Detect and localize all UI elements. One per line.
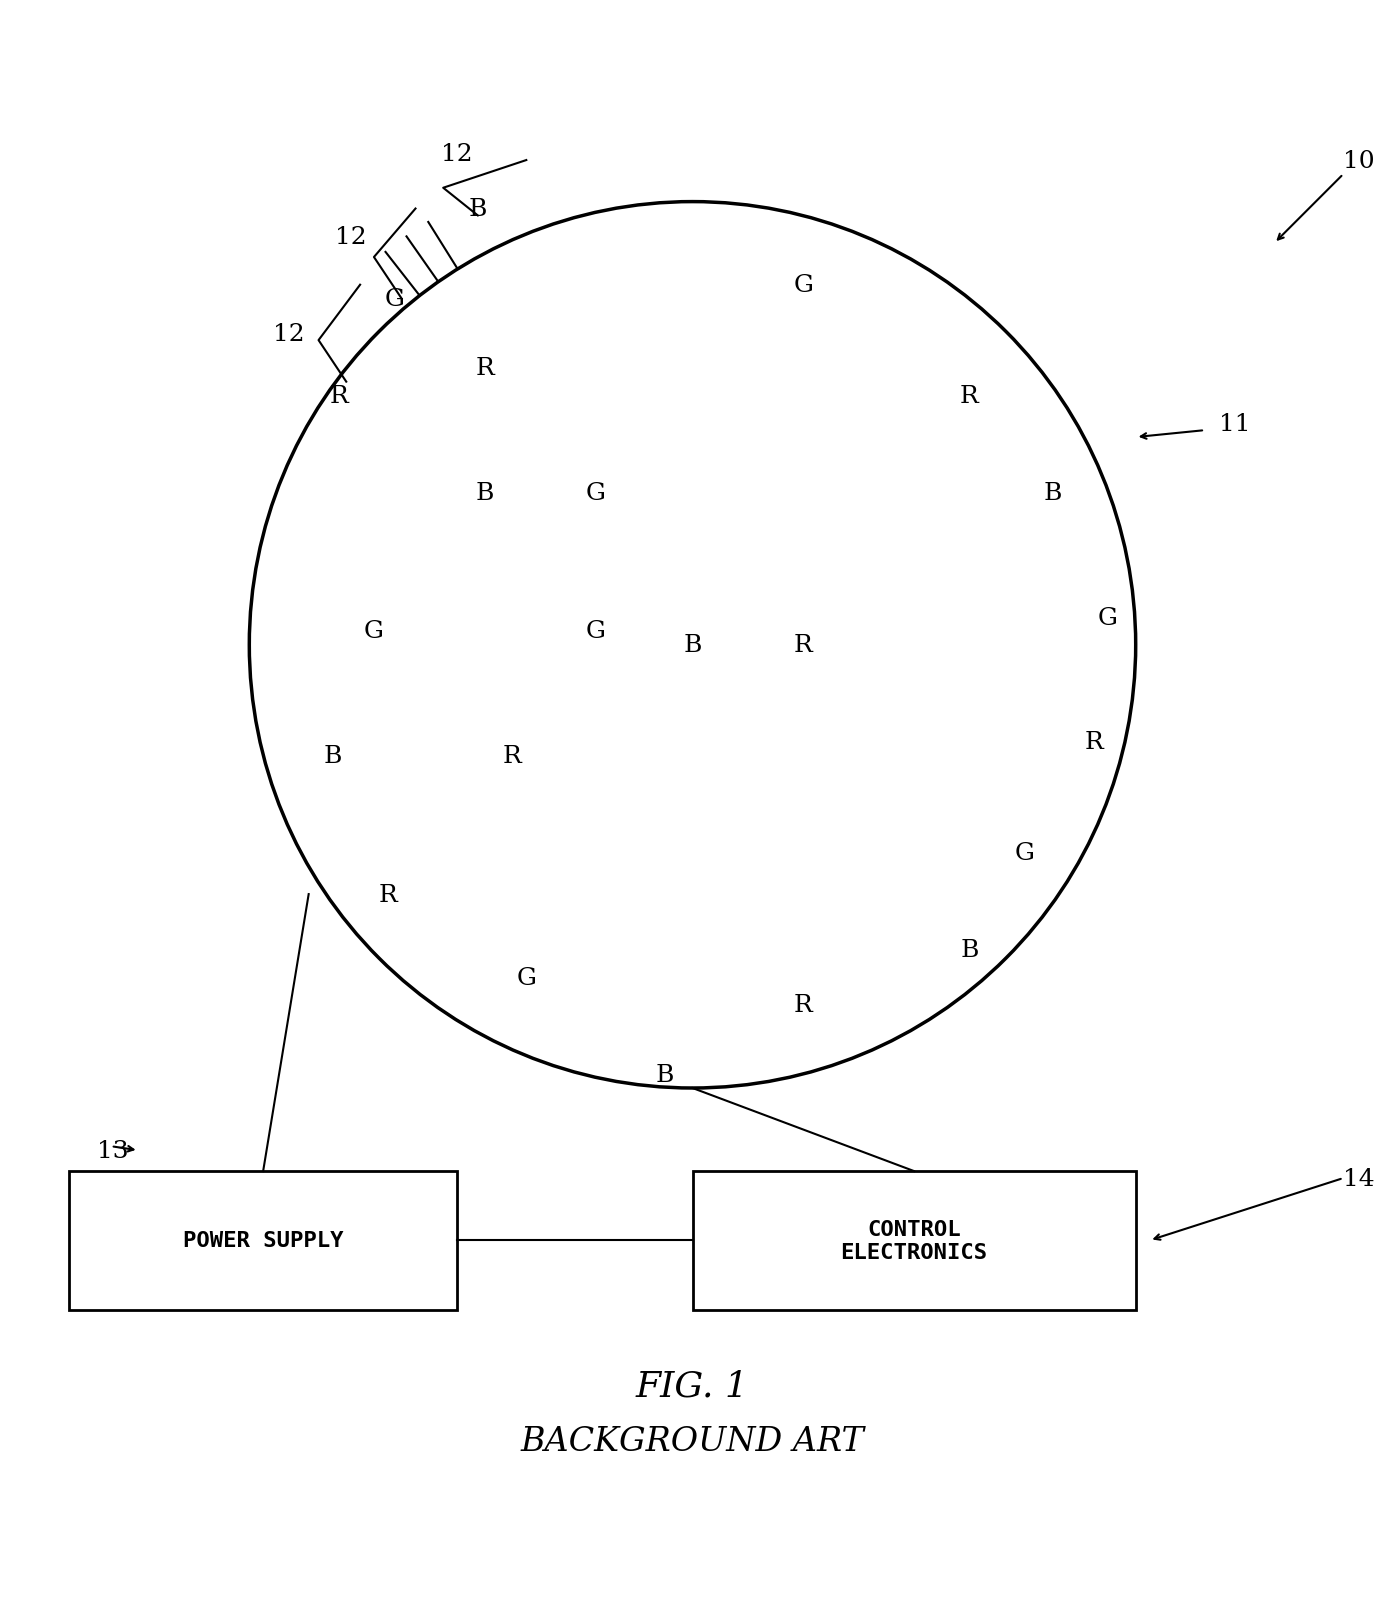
- Text: B: B: [468, 198, 488, 221]
- Text: CONTROL
ELECTRONICS: CONTROL ELECTRONICS: [841, 1219, 988, 1263]
- Text: B: B: [1043, 482, 1062, 505]
- Text: FIG. 1: FIG. 1: [636, 1368, 749, 1402]
- Text: R: R: [475, 357, 494, 380]
- FancyBboxPatch shape: [692, 1172, 1136, 1310]
- Text: B: B: [683, 635, 702, 657]
- Text: B: B: [475, 482, 494, 505]
- Text: 12: 12: [442, 143, 472, 166]
- Text: R: R: [378, 883, 397, 906]
- Text: 13: 13: [97, 1139, 129, 1162]
- Text: G: G: [517, 966, 536, 988]
- Text: G: G: [1098, 607, 1118, 630]
- Text: R: R: [1084, 730, 1104, 753]
- Text: G: G: [1015, 842, 1035, 865]
- FancyBboxPatch shape: [69, 1172, 457, 1310]
- Text: 11: 11: [1219, 412, 1251, 435]
- Text: R: R: [794, 635, 813, 657]
- Text: G: G: [385, 287, 404, 312]
- Text: 14: 14: [1343, 1167, 1375, 1190]
- Text: POWER SUPPLY: POWER SUPPLY: [183, 1230, 343, 1251]
- Text: B: B: [960, 938, 979, 961]
- Text: 12: 12: [335, 226, 367, 248]
- Text: G: G: [586, 482, 605, 505]
- Text: R: R: [960, 385, 979, 407]
- Text: B: B: [323, 745, 342, 768]
- Text: G: G: [364, 620, 384, 643]
- Text: G: G: [586, 620, 605, 643]
- Text: R: R: [794, 993, 813, 1016]
- Text: 12: 12: [273, 323, 305, 346]
- Text: BACKGROUND ART: BACKGROUND ART: [521, 1425, 864, 1457]
- Text: R: R: [330, 385, 349, 407]
- Text: G: G: [794, 274, 813, 297]
- Text: B: B: [655, 1063, 674, 1086]
- Text: R: R: [503, 745, 522, 768]
- Text: 10: 10: [1343, 149, 1375, 172]
